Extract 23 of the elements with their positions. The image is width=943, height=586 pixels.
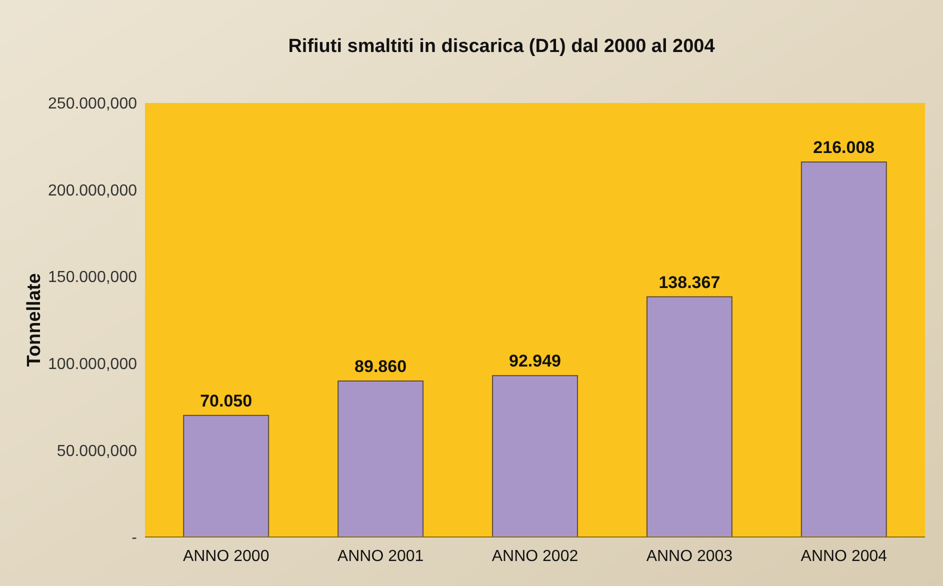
bar — [338, 380, 424, 538]
data-label: 89.860 — [354, 357, 407, 376]
x-tick-label: ANNO 2000 — [182, 548, 270, 565]
data-label: 216.008 — [813, 138, 875, 158]
y-tick-label: - — [132, 530, 137, 547]
y-tick-label: 200.000,000 — [48, 182, 138, 200]
x-tick-label: ANNO 2002 — [492, 548, 578, 565]
chart-title: Rifiuti smaltiti in discarica (D1) dal 2000 al 2004 — [288, 36, 716, 57]
x-tick-label: ANNO 2003 — [646, 548, 733, 565]
y-tick-label: 100.000,000 — [48, 356, 138, 373]
data-label: 92.949 — [509, 352, 561, 371]
y-tick-label: 250.000,000 — [48, 96, 138, 113]
x-tick-label: ANNO 2001 — [337, 548, 424, 565]
data-label: 138.367 — [658, 272, 720, 292]
bar — [492, 375, 578, 538]
y-tick-label: 50.000,000 — [56, 442, 138, 460]
y-tick-label: 150.000,000 — [48, 269, 138, 286]
data-label: 70.050 — [200, 391, 252, 410]
y-axis-title: Tonnellate — [24, 273, 45, 367]
bar — [646, 296, 732, 538]
bar — [183, 414, 270, 538]
bar — [800, 162, 887, 538]
x-tick-label: ANNO 2004 — [800, 548, 888, 565]
